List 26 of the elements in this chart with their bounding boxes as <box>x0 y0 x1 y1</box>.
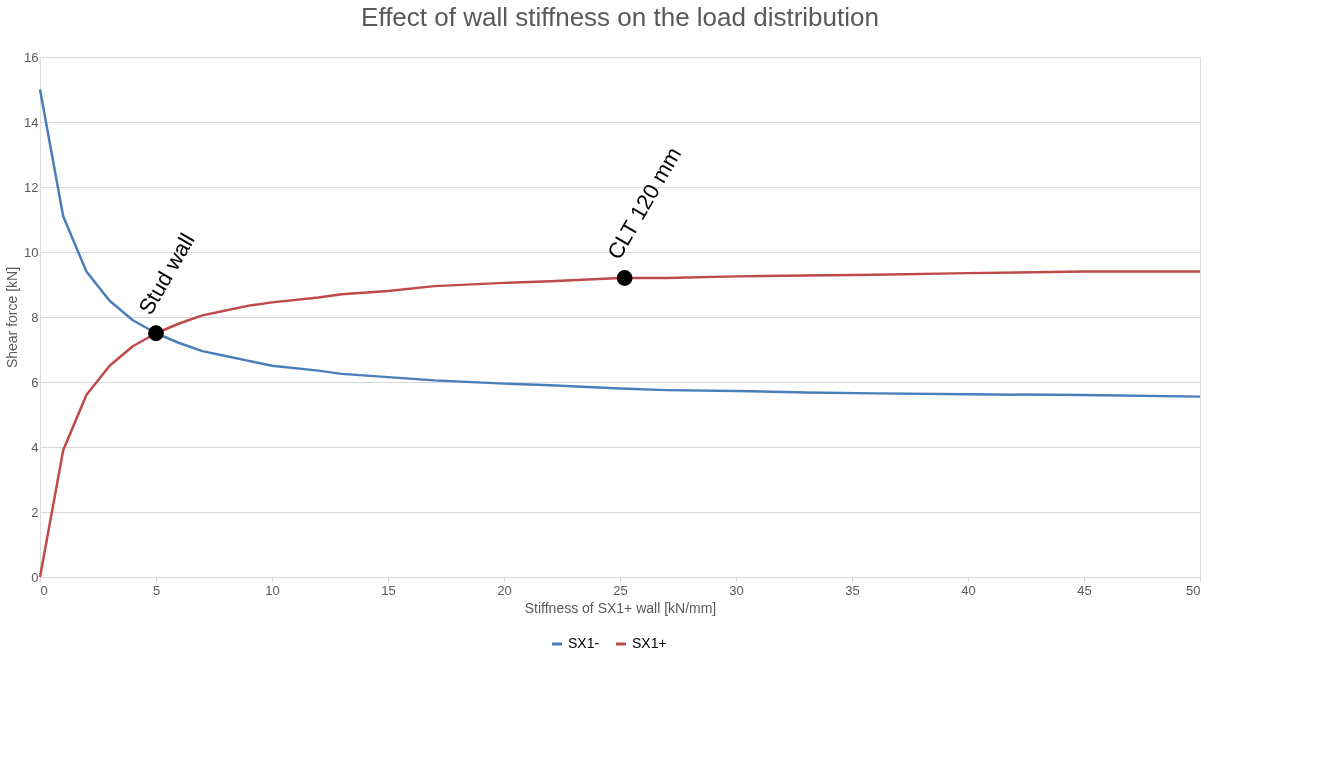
x-tick-label: 5 <box>152 582 161 598</box>
line-series <box>38 88 1202 398</box>
legend-label: SX1- <box>568 635 600 651</box>
y-tick-label: 0 <box>31 569 39 585</box>
line-series <box>38 270 1202 579</box>
chart-title: Effect of wall stiffness on the load distribution <box>361 2 879 32</box>
x-tick-label: 35 <box>845 582 860 598</box>
y-tick-label: 14 <box>24 114 39 130</box>
x-tick-label: 15 <box>381 582 396 598</box>
x-tick-label: 30 <box>729 582 744 598</box>
y-tick-label: 16 <box>24 49 39 65</box>
x-tick-label: 20 <box>497 582 512 598</box>
x-tick-label: 25 <box>613 582 628 598</box>
x-tick-label: 45 <box>1077 582 1092 598</box>
legend-label: SX1+ <box>632 635 667 651</box>
y-axis-title: Shear force [kN] <box>4 266 21 369</box>
y-tick-label: 2 <box>31 504 39 520</box>
y-tick-label: 4 <box>31 439 39 455</box>
x-tick-label: 10 <box>265 582 280 598</box>
x-tick-label: 40 <box>961 582 976 598</box>
x-axis-title: Stiffness of SX1+ wall [kN/mm] <box>524 599 717 616</box>
y-tick-label: 12 <box>24 179 39 195</box>
y-tick-label: 6 <box>31 374 39 390</box>
y-tick-label: 10 <box>24 244 39 260</box>
x-tick-label: 50 <box>1186 582 1201 598</box>
y-tick-label: 8 <box>31 309 39 325</box>
